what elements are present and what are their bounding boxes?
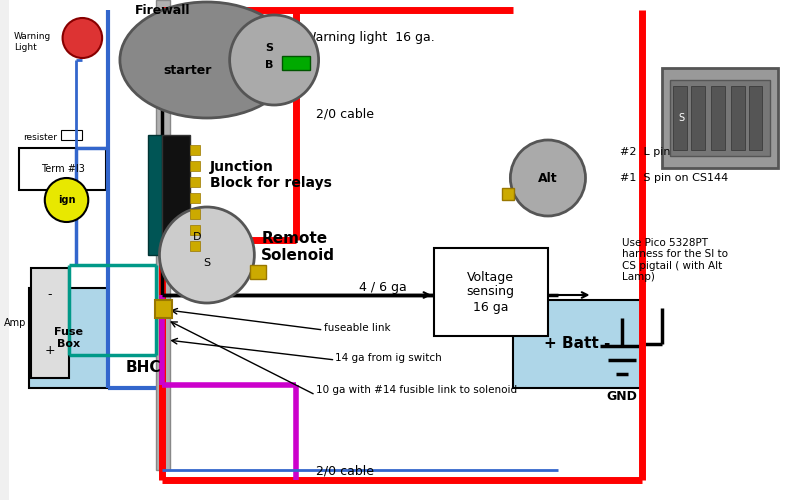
Bar bbox=[19, 148, 106, 190]
Bar bbox=[190, 225, 200, 235]
Bar bbox=[29, 288, 108, 388]
Bar bbox=[502, 188, 514, 200]
Text: 2/0 cable: 2/0 cable bbox=[316, 465, 374, 478]
Bar bbox=[691, 86, 705, 150]
Text: S: S bbox=[265, 43, 273, 53]
Text: 2/0 cable: 2/0 cable bbox=[316, 108, 374, 120]
Circle shape bbox=[159, 207, 254, 303]
Text: 4 / 6 ga: 4 / 6 ga bbox=[359, 282, 406, 294]
Text: 14 ga from ig switch: 14 ga from ig switch bbox=[335, 353, 442, 363]
Text: starter: starter bbox=[163, 64, 211, 76]
Bar bbox=[190, 177, 200, 187]
Circle shape bbox=[510, 140, 586, 216]
Bar bbox=[282, 56, 310, 70]
Text: #2  L pin on CS144: #2 L pin on CS144 bbox=[620, 147, 727, 157]
Text: 10 ga with #14 fusible link to solenoid: 10 ga with #14 fusible link to solenoid bbox=[316, 385, 517, 395]
Text: Fuse
Box: Fuse Box bbox=[54, 327, 83, 349]
Text: Firewall: Firewall bbox=[134, 4, 190, 17]
Circle shape bbox=[62, 18, 102, 58]
Bar bbox=[670, 80, 770, 156]
Bar bbox=[31, 268, 69, 378]
Bar bbox=[190, 241, 200, 251]
Text: Amp: Amp bbox=[4, 318, 26, 328]
Bar bbox=[250, 265, 266, 279]
Text: Junction
Block for relays: Junction Block for relays bbox=[210, 160, 332, 190]
Text: BHC: BHC bbox=[126, 360, 162, 376]
Text: Remote
Solenoid: Remote Solenoid bbox=[262, 231, 335, 263]
Text: S: S bbox=[678, 113, 685, 123]
Text: -: - bbox=[47, 288, 52, 302]
Bar bbox=[749, 86, 762, 150]
Text: Warning light  16 ga.: Warning light 16 ga. bbox=[304, 32, 434, 44]
Bar bbox=[190, 161, 200, 171]
Text: S: S bbox=[203, 258, 210, 268]
Bar bbox=[154, 300, 172, 318]
Text: fuseable link: fuseable link bbox=[323, 323, 390, 333]
Text: B: B bbox=[265, 60, 274, 70]
Circle shape bbox=[45, 178, 88, 222]
Bar bbox=[190, 193, 200, 203]
Bar bbox=[162, 135, 190, 255]
Text: GND: GND bbox=[606, 390, 638, 403]
Bar bbox=[514, 300, 642, 388]
Bar bbox=[190, 209, 200, 219]
Bar bbox=[61, 130, 82, 140]
Bar bbox=[190, 145, 200, 155]
Text: #1  S pin on CS144: #1 S pin on CS144 bbox=[620, 173, 728, 183]
Bar bbox=[674, 86, 687, 150]
Text: + Batt -: + Batt - bbox=[544, 336, 610, 351]
Text: Warning
Light: Warning Light bbox=[14, 32, 51, 52]
Text: +: + bbox=[45, 344, 55, 356]
Text: Term #I3: Term #I3 bbox=[41, 164, 85, 174]
Text: Alt: Alt bbox=[538, 172, 558, 184]
Circle shape bbox=[230, 15, 318, 105]
Text: ign: ign bbox=[58, 195, 75, 205]
Text: Voltage
sensing
16 ga: Voltage sensing 16 ga bbox=[466, 270, 514, 314]
Bar bbox=[157, 0, 170, 470]
Bar bbox=[731, 86, 745, 150]
Bar bbox=[662, 68, 778, 168]
Bar bbox=[711, 86, 725, 150]
Text: Use Pico 5328PT
harness for the SI to
CS pigtail ( with Alt
Lamp): Use Pico 5328PT harness for the SI to CS… bbox=[622, 238, 728, 282]
Bar bbox=[147, 135, 162, 255]
Text: D: D bbox=[193, 232, 202, 242]
Ellipse shape bbox=[120, 2, 294, 118]
Bar bbox=[434, 248, 548, 336]
Text: resister: resister bbox=[23, 134, 57, 142]
